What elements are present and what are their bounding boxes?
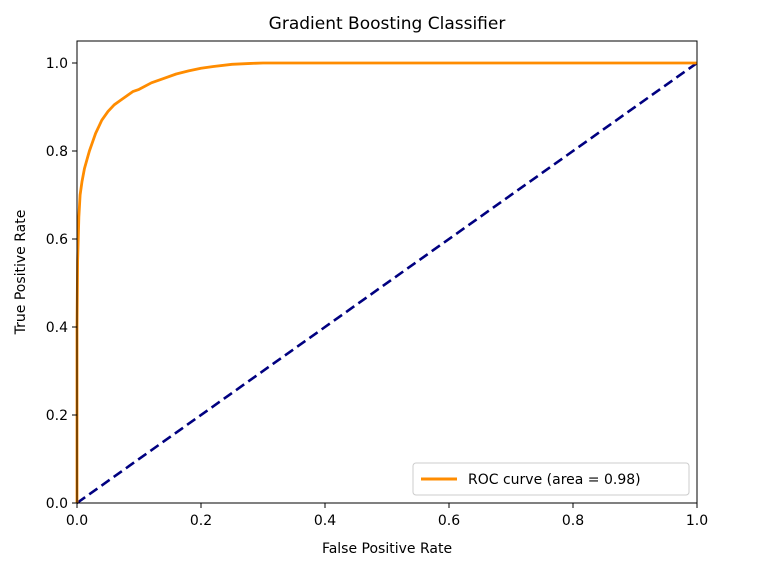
plot-area (75, 61, 698, 505)
y-tick-label: 1.0 (46, 56, 68, 72)
x-axis-title: False Positive Rate (322, 541, 452, 557)
x-tick-label: 0.2 (190, 513, 212, 529)
y-tick-label: 0.4 (46, 320, 68, 336)
y-tick-label: 0.8 (46, 144, 68, 160)
x-tick-label: 0.4 (314, 513, 336, 529)
diagonal-reference-line (76, 61, 698, 505)
roc-curve-line (75, 61, 697, 503)
x-tick-label: 0.8 (562, 513, 584, 529)
plot-frame (76, 40, 698, 504)
y-axis: 0.0 0.2 0.4 0.6 0.8 1.0 (46, 56, 77, 512)
chart-title: Gradient Boosting Classifier (269, 14, 506, 34)
x-tick-label: 1.0 (686, 513, 708, 529)
legend-label-roc-curve: ROC curve (area = 0.98) (468, 472, 641, 488)
x-tick-label: 0.0 (66, 513, 88, 529)
legend: ROC curve (area = 0.98) (412, 462, 690, 496)
x-axis: 0.0 0.2 0.4 0.6 0.8 1.0 (66, 503, 708, 529)
y-tick-label: 0.2 (46, 408, 68, 424)
y-tick-label: 0.6 (46, 232, 68, 248)
y-tick-label: 0.0 (46, 496, 68, 512)
legend-box (412, 462, 690, 496)
x-tick-label: 0.6 (438, 513, 460, 529)
y-axis-title: True Positive Rate (13, 210, 29, 336)
